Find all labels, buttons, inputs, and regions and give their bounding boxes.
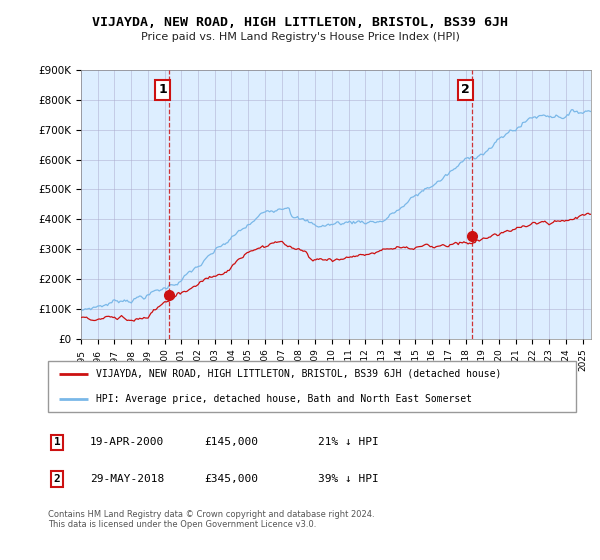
FancyBboxPatch shape [48,361,576,412]
Text: £145,000: £145,000 [204,437,258,447]
Text: VIJAYDA, NEW ROAD, HIGH LITTLETON, BRISTOL, BS39 6JH: VIJAYDA, NEW ROAD, HIGH LITTLETON, BRIST… [92,16,508,29]
Text: Price paid vs. HM Land Registry's House Price Index (HPI): Price paid vs. HM Land Registry's House … [140,32,460,42]
Text: 21% ↓ HPI: 21% ↓ HPI [318,437,379,447]
Text: 1: 1 [158,83,167,96]
Text: 1: 1 [53,437,61,447]
Text: Contains HM Land Registry data © Crown copyright and database right 2024.
This d: Contains HM Land Registry data © Crown c… [48,510,374,529]
Text: 29-MAY-2018: 29-MAY-2018 [90,474,164,484]
Text: £345,000: £345,000 [204,474,258,484]
Text: 39% ↓ HPI: 39% ↓ HPI [318,474,379,484]
Text: 2: 2 [461,83,470,96]
Text: HPI: Average price, detached house, Bath and North East Somerset: HPI: Average price, detached house, Bath… [95,394,472,404]
Text: 2: 2 [53,474,61,484]
Text: VIJAYDA, NEW ROAD, HIGH LITTLETON, BRISTOL, BS39 6JH (detached house): VIJAYDA, NEW ROAD, HIGH LITTLETON, BRIST… [95,369,501,379]
Text: 19-APR-2000: 19-APR-2000 [90,437,164,447]
